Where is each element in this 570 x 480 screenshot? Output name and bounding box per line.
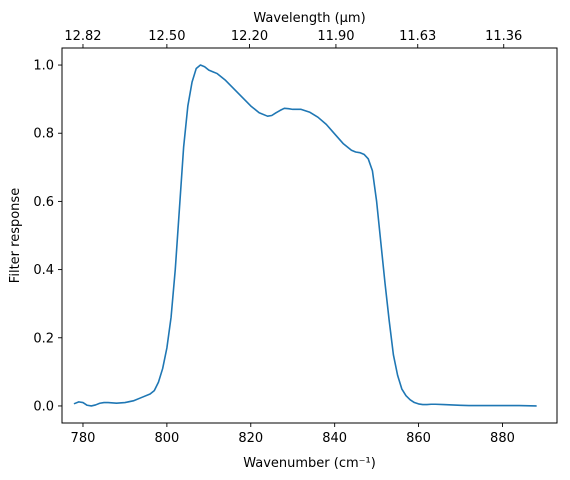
x-tick-label: 780 [71,431,96,446]
y-axis-label: Filter response [8,188,23,283]
top-axis: 12.82 12.50 12.20 11.90 11.63 11.36 [64,29,522,48]
x-tick-label: 860 [406,431,431,446]
y-tick-label: 0.0 [33,399,54,414]
plot-area [61,47,558,424]
x-tick-label: 800 [154,431,179,446]
y-tick-label: 0.4 [33,263,54,278]
x-tick-label: 840 [322,431,347,446]
x-axis-label: Wavenumber (cm⁻¹) [243,456,376,471]
top-tick-label: 11.63 [399,29,436,44]
top-tick-label: 12.50 [148,29,185,44]
top-axis-label: Wavelength (μm) [253,11,365,26]
left-axis: 0.0 0.2 0.4 0.6 0.8 1.0 [33,59,62,414]
y-tick-label: 0.8 [33,127,54,142]
top-tick-label: 12.20 [231,29,268,44]
top-tick-label: 11.36 [485,29,522,44]
top-tick-label: 12.82 [64,29,101,44]
x-tick-label: 820 [238,431,263,446]
top-tick-label: 11.90 [317,29,354,44]
series-line-0 [73,64,537,407]
y-tick-label: 0.2 [33,331,54,346]
y-tick-label: 1.0 [33,59,54,74]
axes-frame [61,47,558,424]
x-tick-label: 880 [490,431,515,446]
y-tick-label: 0.6 [33,195,54,210]
bottom-axis: 780 800 820 840 860 880 [71,423,515,446]
series-group [73,64,537,407]
